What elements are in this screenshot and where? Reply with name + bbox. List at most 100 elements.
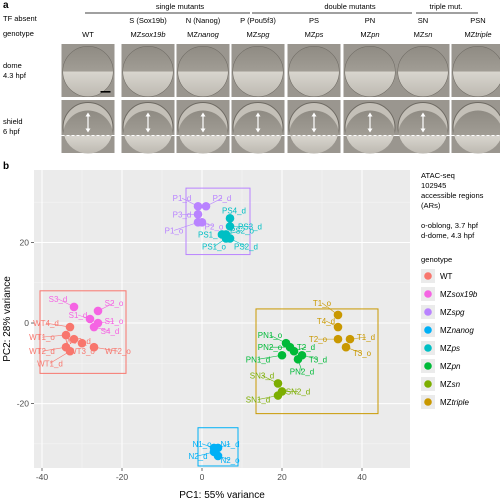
point-label-WT3_o: WT3_o bbox=[69, 347, 95, 356]
data-point-WT4_d bbox=[65, 322, 75, 332]
point-label-SN1_d: SN1_d bbox=[246, 396, 270, 405]
point-label-PS4_d: PS4_d bbox=[222, 206, 246, 215]
genotype-label: genotype bbox=[3, 29, 34, 38]
legend-swatch bbox=[424, 326, 432, 334]
tf-absent-2: N (Nanog) bbox=[186, 16, 221, 25]
data-point-PS3_d bbox=[225, 222, 235, 231]
embryo-image-1-0 bbox=[61, 100, 115, 154]
point-label-P2_o: P2_o bbox=[205, 222, 224, 231]
point-label-P1_o: P1_o bbox=[165, 226, 184, 235]
point-label-S2_o: S2_o bbox=[105, 299, 124, 308]
embryo-image-1-3 bbox=[231, 100, 285, 154]
data-point-PN2_d bbox=[293, 354, 303, 364]
legend-entry: MZsox19b bbox=[440, 290, 478, 299]
data-point-T1_d bbox=[345, 334, 355, 344]
data-point-N2_o bbox=[213, 451, 223, 461]
point-label-N1_o: N1_o bbox=[192, 440, 212, 449]
point-label-T2_o: T2_o bbox=[309, 335, 328, 344]
legend-swatch bbox=[424, 290, 432, 298]
point-label-PN1_o: PN1_o bbox=[258, 331, 283, 340]
cluster-box bbox=[39, 290, 127, 374]
tf-absent-1: S (Sox19b) bbox=[129, 16, 167, 25]
panel-a-embryo-grid: TF absent genotype single mutants double… bbox=[3, 2, 500, 154]
point-label-PS2_o: PS2_o bbox=[230, 226, 255, 235]
point-label-WT1_o: WT1_o bbox=[29, 333, 55, 342]
legend-swatch bbox=[424, 308, 432, 316]
point-label-S3_d: S3_d bbox=[49, 295, 68, 304]
group-header-double: double mutants bbox=[324, 2, 376, 11]
data-point-T4_d bbox=[333, 322, 343, 332]
info-text-line: accessible regions bbox=[421, 191, 484, 200]
point-label-PS3_d: PS3_d bbox=[238, 222, 262, 231]
point-label-P2_d: P2_d bbox=[213, 194, 232, 203]
info-text-line: (ARs) bbox=[421, 201, 441, 210]
legend-entry: MZnanog bbox=[440, 326, 474, 335]
point-label-S1_o: S1_o bbox=[105, 317, 124, 326]
row-label-time-1: 6 hpf bbox=[3, 127, 21, 136]
point-label-WT1_d: WT1_d bbox=[37, 359, 63, 368]
point-label-P3_d: P3_d bbox=[173, 210, 192, 219]
genotype-6: MZsn bbox=[414, 30, 433, 39]
tf-absent-3: P (Pou5f3) bbox=[240, 16, 276, 25]
y-axis-label: PC2: 28% variance bbox=[2, 276, 13, 362]
data-point-PN1_d bbox=[277, 350, 287, 360]
genotype-3: MZspg bbox=[247, 30, 271, 39]
point-label-PN2_d: PN2_d bbox=[290, 367, 314, 376]
tf-absent-label: TF absent bbox=[3, 14, 38, 23]
data-point-S4_d bbox=[89, 322, 99, 332]
tf-absent-7: PSN bbox=[470, 16, 485, 25]
data-point-S1_d bbox=[85, 314, 95, 324]
embryo-image-0-2 bbox=[176, 44, 230, 97]
point-label-N2_o: N2_o bbox=[220, 456, 240, 465]
row-label-stage-0: dome bbox=[3, 61, 22, 70]
data-point-WT1_o bbox=[61, 330, 71, 340]
data-point-WT2_o bbox=[89, 342, 99, 352]
point-label-T1_o: T1_o bbox=[313, 299, 332, 308]
point-label-PS1_d: PS1_d bbox=[198, 230, 222, 239]
info-text-line: ATAC-seq bbox=[421, 171, 455, 180]
data-point-P1_o bbox=[193, 218, 203, 227]
info-text-line: 102945 bbox=[421, 181, 446, 190]
legend-entry: MZsn bbox=[440, 380, 461, 389]
data-point-WT3_d bbox=[69, 334, 79, 344]
embryo-image-1-5 bbox=[343, 100, 397, 154]
legend-swatch bbox=[424, 398, 432, 406]
point-label-SN3_d: SN3_d bbox=[250, 371, 274, 380]
data-point-PS2_d bbox=[225, 234, 235, 243]
data-point-PS4_d bbox=[225, 214, 235, 223]
point-label-T4_d: T4_d bbox=[317, 317, 335, 326]
legend-entry: MZpn bbox=[440, 362, 461, 371]
genotype-4: MZps bbox=[305, 30, 324, 39]
info-text-line: d-dome, 4.3 hpf bbox=[421, 231, 475, 240]
x-tick-label: 40 bbox=[357, 472, 367, 482]
point-label-S4_d: S4_d bbox=[101, 327, 120, 336]
data-point-T1_o bbox=[333, 310, 343, 320]
x-tick-label: 20 bbox=[277, 472, 287, 482]
data-point-T2_d bbox=[289, 346, 299, 356]
embryo-image-0-4 bbox=[287, 44, 341, 97]
y-tick-label: 0 bbox=[24, 318, 29, 328]
embryo-image-0-5 bbox=[343, 44, 397, 97]
point-label-PS1_o: PS1_o bbox=[202, 243, 227, 252]
data-point-SN1_d bbox=[273, 391, 283, 400]
legend-entry: WT bbox=[440, 272, 453, 281]
row-label-stage-1: shield bbox=[3, 117, 23, 126]
y-tick-label: -20 bbox=[17, 399, 30, 409]
data-point-WT3_o bbox=[77, 338, 87, 348]
data-point-T2_o bbox=[333, 334, 343, 344]
point-label-WT3_d: WT3_d bbox=[65, 337, 91, 346]
embryo-image-1-7 bbox=[451, 100, 500, 154]
point-label-S1_d: S1_d bbox=[69, 311, 88, 320]
point-label-PN2_o: PN2_o bbox=[258, 343, 283, 352]
data-point-P2_d bbox=[201, 201, 211, 211]
legend-entry: MZps bbox=[440, 344, 460, 353]
point-label-PN1_d: PN1_d bbox=[246, 355, 270, 364]
legend-entry: MZspg bbox=[440, 308, 465, 317]
cluster-box bbox=[185, 187, 251, 256]
data-point-WT1_d bbox=[65, 346, 75, 356]
data-point-S3_d bbox=[69, 302, 79, 312]
info-text-line: o-oblong, 3.7 hpf bbox=[421, 221, 479, 230]
scale-bar bbox=[100, 91, 111, 93]
